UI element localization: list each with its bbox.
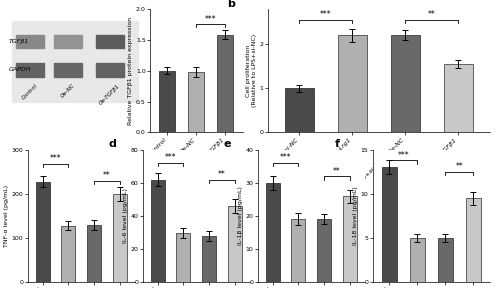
Bar	[54, 63, 82, 77]
Text: ***: ***	[165, 153, 176, 162]
Bar	[444, 64, 473, 132]
Y-axis label: Relative TGFβ1 protein expression: Relative TGFβ1 protein expression	[128, 16, 133, 125]
Y-axis label: IL-18 level (pg/mL): IL-18 level (pg/mL)	[353, 187, 358, 245]
Bar	[266, 183, 280, 282]
Bar	[16, 63, 44, 77]
Bar	[176, 233, 190, 282]
Bar	[188, 72, 204, 132]
Bar	[438, 238, 453, 282]
Text: Oe-NC: Oe-NC	[60, 83, 76, 99]
Text: **: **	[333, 166, 340, 176]
Bar	[284, 88, 314, 132]
Bar	[151, 180, 165, 282]
Text: Oe-TGFβ1: Oe-TGFβ1	[98, 83, 122, 106]
Text: **: **	[428, 10, 436, 19]
Bar	[96, 63, 124, 77]
Text: ***: ***	[50, 154, 62, 163]
Bar	[338, 35, 367, 132]
Text: f: f	[335, 139, 340, 149]
Bar	[62, 226, 76, 282]
Bar	[16, 35, 44, 48]
Text: TGFβ1: TGFβ1	[9, 39, 29, 44]
Bar	[228, 206, 241, 282]
Bar	[390, 35, 420, 132]
Text: Control: Control	[22, 83, 39, 101]
Y-axis label: Cell proliferation
(Relative to LPS+si-NC): Cell proliferation (Relative to LPS+si-N…	[246, 34, 256, 107]
Bar	[54, 35, 82, 48]
Bar	[466, 198, 481, 282]
Bar	[382, 167, 397, 282]
Y-axis label: TNF-α level (pg/mL): TNF-α level (pg/mL)	[4, 185, 9, 247]
Bar	[410, 238, 425, 282]
Text: ***: ***	[398, 151, 409, 160]
Text: e: e	[223, 139, 230, 149]
Bar	[292, 219, 306, 282]
Bar	[202, 236, 216, 282]
Bar	[12, 21, 138, 101]
Bar	[96, 35, 124, 48]
Text: **: **	[103, 171, 110, 180]
Bar	[160, 71, 176, 132]
Bar	[317, 219, 331, 282]
Bar	[217, 35, 233, 132]
Text: **: **	[456, 162, 463, 171]
Text: GAPDH: GAPDH	[9, 67, 32, 73]
Text: d: d	[108, 139, 116, 149]
Bar	[112, 194, 126, 282]
Bar	[36, 181, 50, 282]
Text: **: **	[218, 170, 226, 179]
Text: ***: ***	[205, 14, 216, 24]
Bar	[342, 196, 356, 282]
Bar	[87, 225, 101, 282]
Y-axis label: IL-1β level (pg/mL): IL-1β level (pg/mL)	[238, 187, 242, 245]
Text: ***: ***	[280, 153, 291, 162]
Y-axis label: IL-6 level (pg/mL): IL-6 level (pg/mL)	[122, 189, 128, 243]
Text: ***: ***	[320, 10, 332, 19]
Text: b: b	[228, 0, 235, 9]
